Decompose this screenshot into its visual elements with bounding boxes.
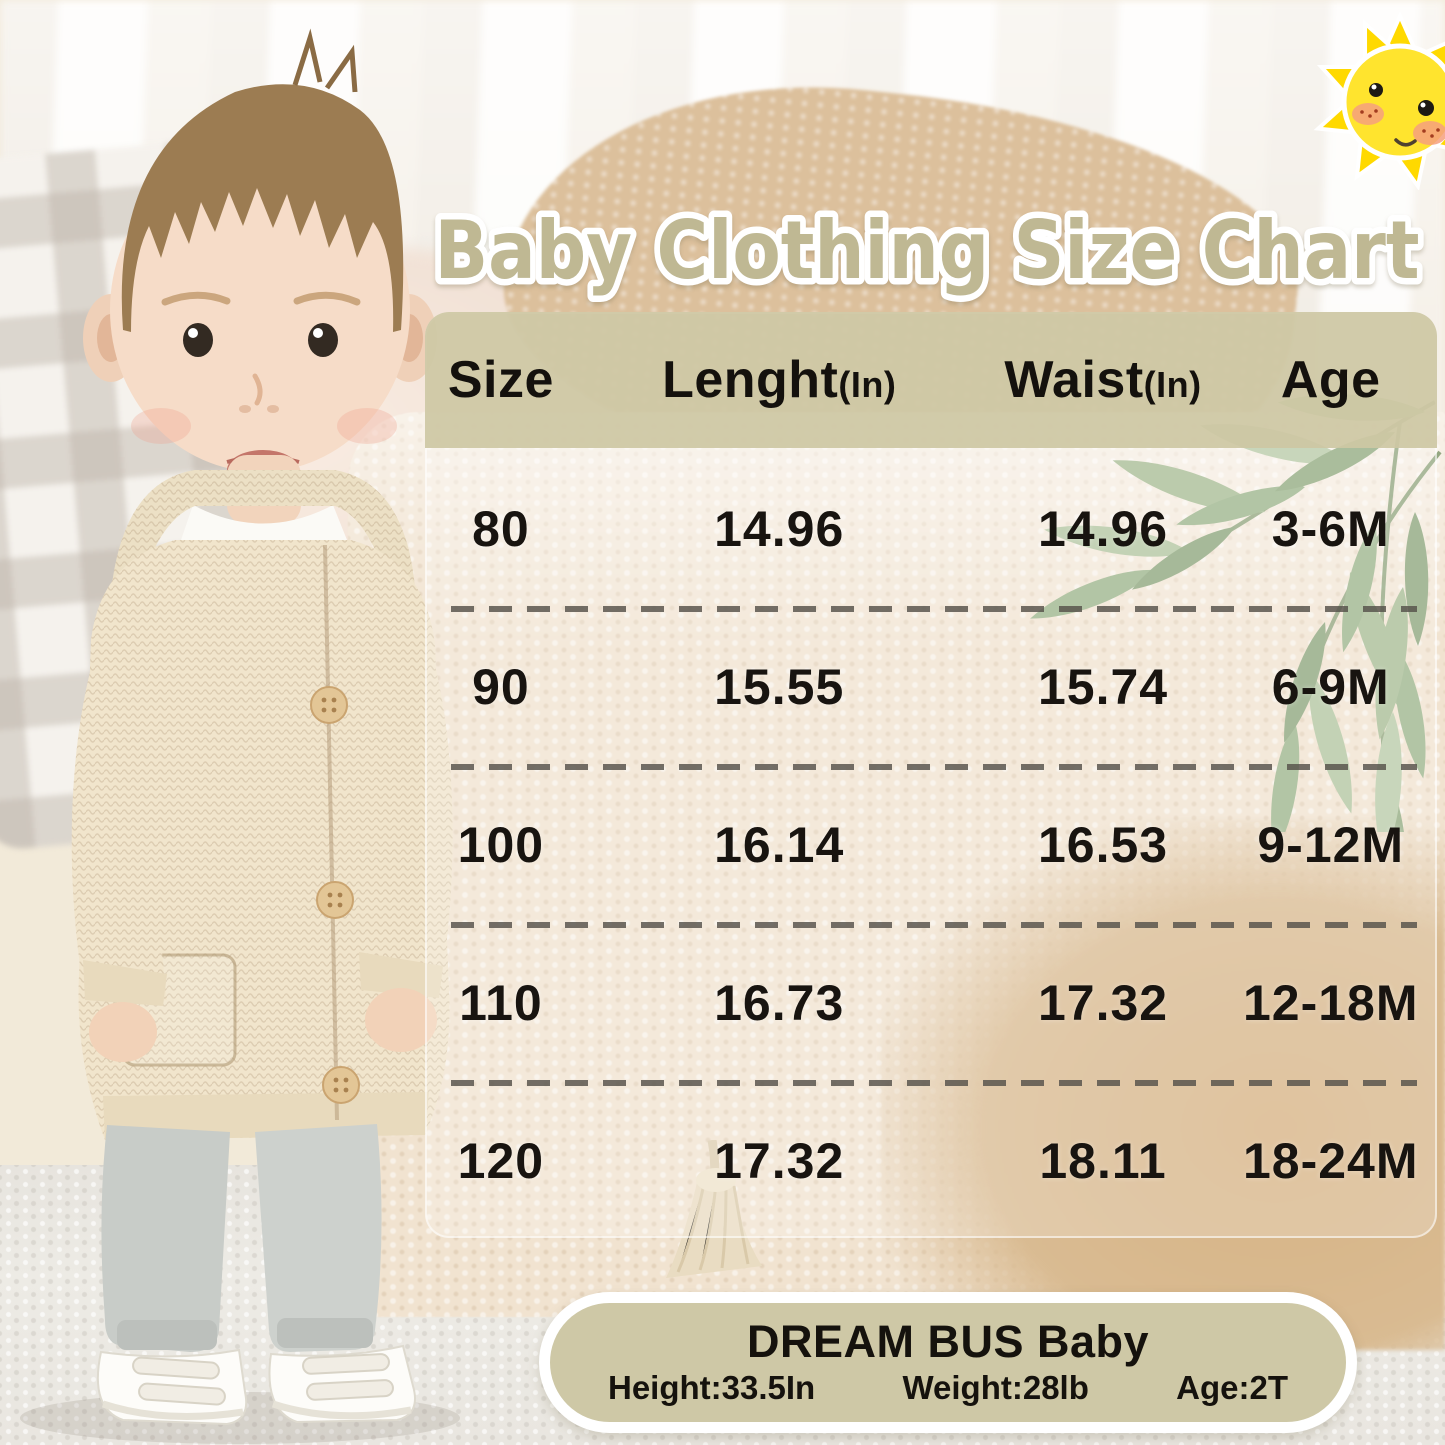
header-cell-size: Size	[447, 351, 554, 409]
cell-size: 90	[472, 659, 530, 715]
row-divider	[451, 764, 1417, 770]
cell-waist: 18.11	[1039, 1133, 1167, 1189]
stat-age: Age:2T	[1176, 1369, 1288, 1407]
cell-size: 120	[457, 1133, 545, 1189]
page-title-graphic: Baby Clothing Size Chart	[428, 198, 1426, 304]
brand-card: DREAM BUS Baby Height:33.5In Weight:28lb…	[539, 1292, 1357, 1433]
table-row: 90 15.55 15.74 6-9M	[425, 608, 1437, 766]
cell-age: 9-12M	[1257, 817, 1405, 873]
brand-name: DREAM BUS Baby	[746, 1315, 1150, 1367]
cell-length: 15.55	[714, 659, 845, 715]
table-row: 80 14.96 14.96 3-6M	[425, 450, 1437, 608]
brand-stats: Height:33.5In Weight:28lb Age:2T	[550, 1365, 1346, 1407]
page-title: Baby Clothing Size Chart	[435, 204, 1420, 297]
cell-age: 12-18M	[1242, 975, 1419, 1031]
cell-waist: 15.74	[1037, 659, 1169, 715]
row-divider	[451, 1080, 1417, 1086]
size-table: Size Lenght(In) Waist(In) Age 80 14.96 1…	[425, 312, 1437, 1238]
cell-waist: 17.32	[1037, 975, 1169, 1031]
stat-weight: Weight:28lb	[902, 1369, 1089, 1407]
toddler-photo	[20, 28, 460, 1444]
cell-size: 110	[459, 975, 543, 1031]
cell-waist: 16.53	[1037, 817, 1169, 873]
table-row: 100 16.14 16.53 9-12M	[425, 766, 1437, 924]
header-cell-waist: Waist(In)	[1004, 351, 1202, 409]
header-cell-age: Age	[1280, 351, 1381, 409]
cell-age: 3-6M	[1271, 501, 1390, 557]
cell-length: 16.14	[714, 817, 845, 873]
cell-age: 6-9M	[1271, 659, 1390, 715]
sun-icon	[1312, 14, 1445, 190]
cell-waist: 14.96	[1037, 501, 1169, 557]
tassel-decoration-icon	[666, 1140, 762, 1278]
cell-length: 14.96	[714, 501, 845, 557]
cell-size: 80	[472, 501, 530, 557]
table-row: 120 17.32 18.11 18-24M	[425, 1082, 1437, 1240]
cell-length: 16.73	[714, 975, 845, 1031]
cell-length: 17.32	[714, 1133, 845, 1189]
size-table-header-row: Size Lenght(In) Waist(In) Age	[425, 312, 1437, 448]
cell-age: 18-24M	[1242, 1133, 1419, 1189]
header-cell-length: Lenght(In)	[662, 351, 897, 409]
row-divider	[451, 606, 1417, 612]
table-row: 110 16.73 17.32 12-18M	[425, 924, 1437, 1082]
stat-height: Height:33.5In	[608, 1369, 816, 1407]
row-divider	[451, 922, 1417, 928]
cell-size: 100	[457, 817, 545, 873]
